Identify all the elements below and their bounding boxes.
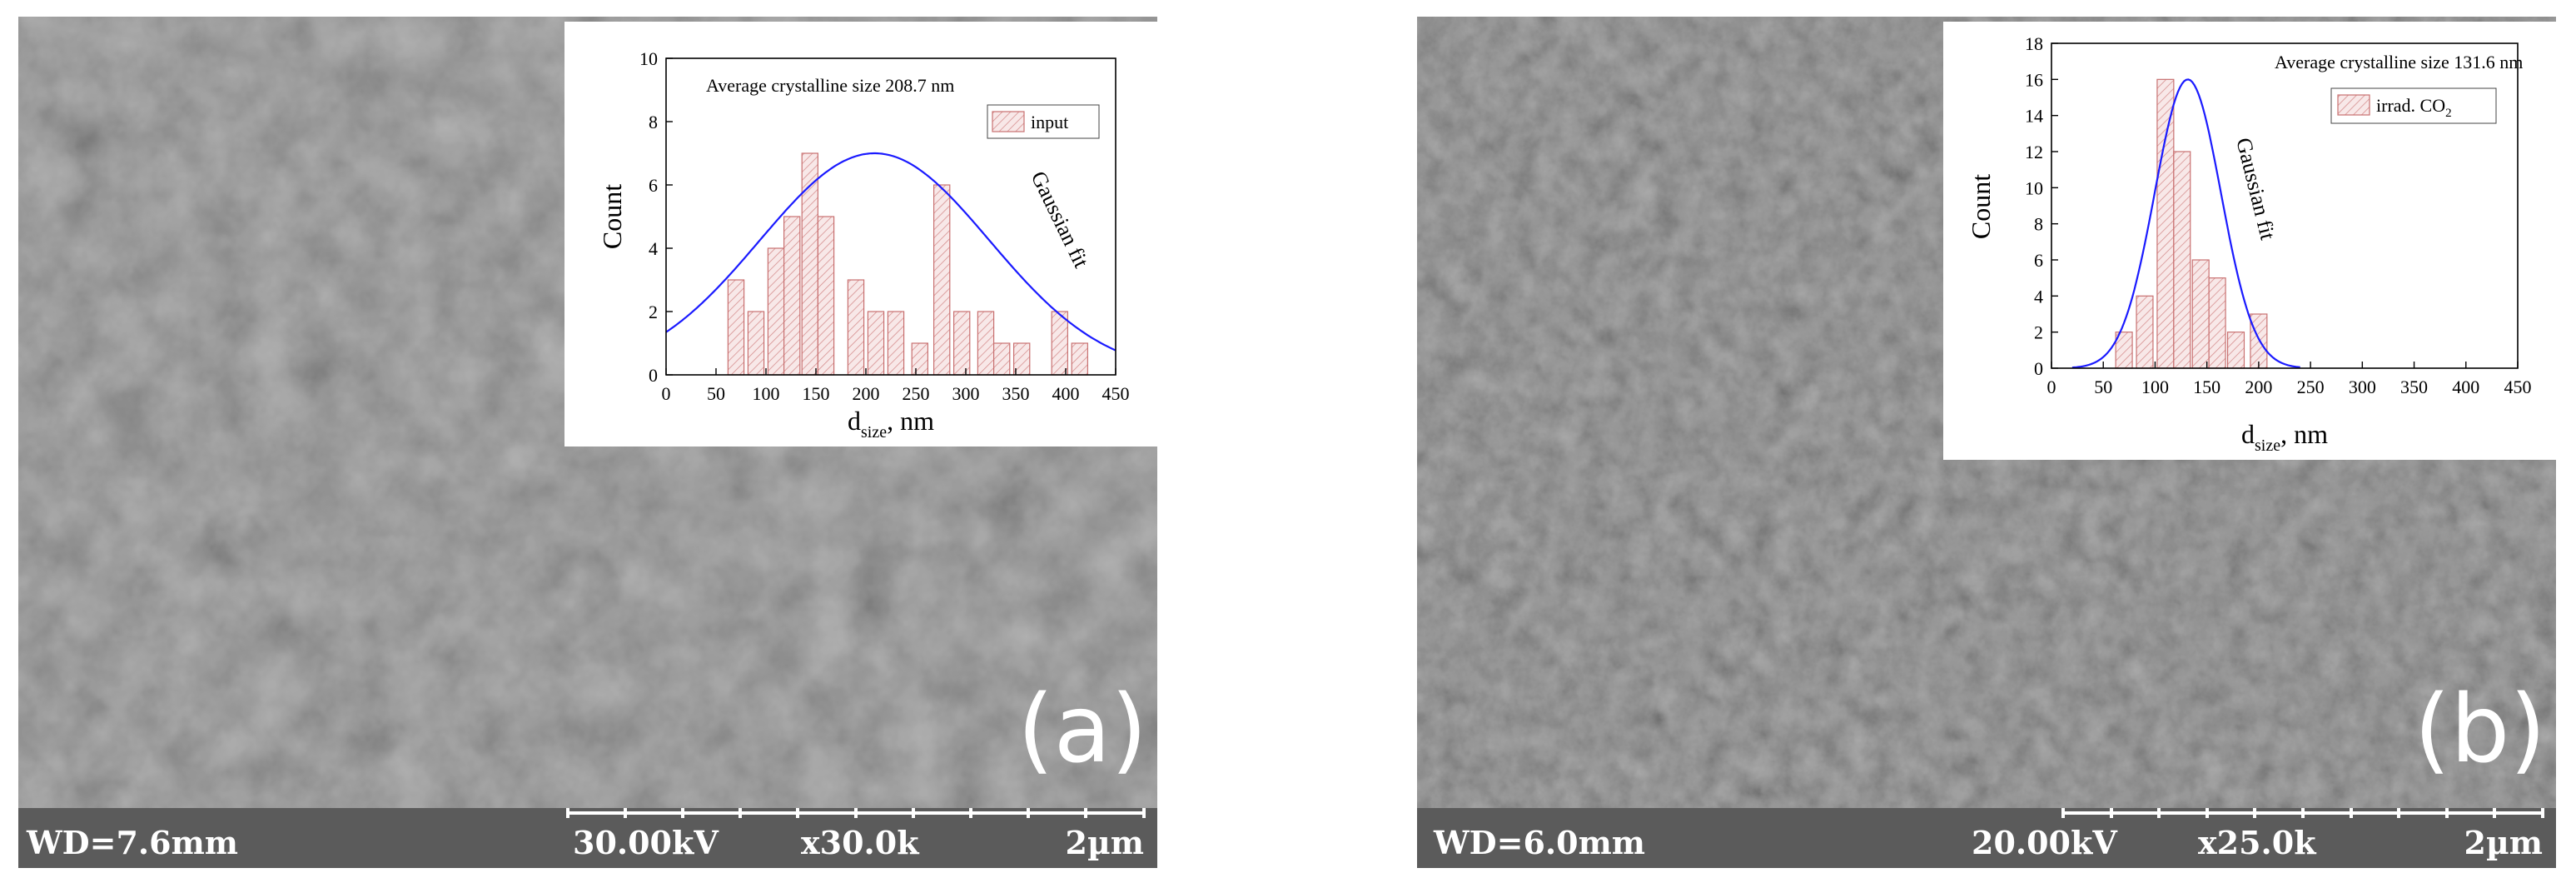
gaussian-fit-curve-b xyxy=(2071,78,2300,369)
histogram-bar-a xyxy=(953,311,971,376)
accelerating-voltage-a: 30.00kV xyxy=(573,824,719,861)
gaussian-fit-label-a: Gaussian fit xyxy=(1027,167,1094,272)
x-axis-label-a: dsize, nm xyxy=(848,406,934,442)
y-tick-label-a: 2 xyxy=(649,302,658,322)
y-tick-label-a: 6 xyxy=(649,175,658,196)
scale-bar-label-a: 2µm xyxy=(1065,824,1144,861)
histogram-bar-a xyxy=(887,311,905,376)
histogram-bar-a xyxy=(727,279,745,376)
histogram-bar-a xyxy=(747,311,765,376)
x-tick-label-b: 450 xyxy=(2504,377,2532,397)
histogram-bar-b xyxy=(2226,332,2245,369)
accelerating-voltage-b: 20.00kV xyxy=(1972,824,2117,861)
histogram-bar-a xyxy=(992,342,1011,376)
histogram-bar-a xyxy=(867,311,885,376)
y-tick-label-b: 4 xyxy=(2034,286,2043,307)
working-distance-a: WD=7.6mm xyxy=(27,824,238,861)
histogram-inset-b: 0 50 100 150 200 250 300 350 400 450 0 2 4 6 8 10 12 14 16… xyxy=(1943,22,2556,460)
gaussian-fit-label-b: Gaussian fit xyxy=(2231,135,2280,242)
histogram-bar-a xyxy=(783,216,801,376)
histogram-bar-a xyxy=(933,184,951,376)
y-tick-label-b: 6 xyxy=(2034,250,2043,271)
panel-label-b: (b) xyxy=(2414,676,2546,784)
working-distance-b: WD=6.0mm xyxy=(1434,824,1645,861)
histogram-inset-a: 0 50 100 150 200 250 300 350 400 450 0 2 4 6 8 10 Avera… xyxy=(564,22,1157,446)
x-tick-label-b: 200 xyxy=(2245,377,2272,397)
histogram-bar-a xyxy=(911,342,929,376)
scale-bar-label-b: 2µm xyxy=(2464,824,2543,861)
y-tick-label-a: 0 xyxy=(649,365,658,386)
gaussian-fit-curve-a xyxy=(665,152,1116,352)
sem-panel-b: (b) 0 50 100 150 200 250 300 350 400 450 0 2 4 6 8 10 12… xyxy=(1417,17,2556,868)
histogram-bar-b xyxy=(2173,151,2191,369)
y-tick-label-a: 8 xyxy=(649,112,658,132)
histogram-bar-a xyxy=(977,311,995,376)
histogram-bar-a xyxy=(817,216,835,376)
histogram-bar-a xyxy=(767,247,785,376)
panel-label-a: (a) xyxy=(1017,676,1147,784)
y-axis-label-a: Count xyxy=(597,184,627,249)
histogram-chart-a: 0 50 100 150 200 250 300 350 400 450 0 2 4 6 8 10 Avera… xyxy=(597,48,1130,442)
sem-databar-b: WD=6.0mm 20.00kV x25.0k 2µm xyxy=(1417,808,2556,868)
x-tick-label-a: 250 xyxy=(903,383,930,404)
sem-databar-a: WD=7.6mm 30.00kV x30.0k 2µm xyxy=(18,808,1157,868)
histogram-bar-a xyxy=(847,279,865,376)
histogram-bar-b xyxy=(2191,259,2210,369)
y-tick-label-a: 4 xyxy=(649,238,658,259)
x-tick-label-b: 350 xyxy=(2400,377,2428,397)
legend-label-a: input xyxy=(1031,112,1068,132)
average-size-annotation-a: Average crystalline size 208.7 nm xyxy=(706,75,954,96)
x-tick-label-b: 0 xyxy=(2047,377,2056,397)
y-axis-label-b: Count xyxy=(1966,174,1996,239)
sem-panel-a: (a) 0 50 100 150 200 250 300 350 400 450 0 2 4 6 8 10 A… xyxy=(18,17,1157,868)
x-tick-label-a: 350 xyxy=(1002,383,1030,404)
histogram-bar-a xyxy=(1051,311,1069,376)
y-tick-label-b: 16 xyxy=(2025,69,2043,90)
x-tick-label-a: 150 xyxy=(803,383,830,404)
y-tick-label-b: 14 xyxy=(2025,106,2043,127)
legend-swatch-a xyxy=(992,111,1025,132)
y-tick-label-b: 0 xyxy=(2034,358,2043,379)
y-tick-label-b: 8 xyxy=(2034,214,2043,235)
x-tick-label-a: 400 xyxy=(1052,383,1080,404)
y-tick-label-a: 10 xyxy=(639,48,658,69)
histogram-chart-b: 0 50 100 150 200 250 300 350 400 450 0 2 4 6 8 10 12 14 16… xyxy=(1966,33,2532,455)
histogram-bar-b xyxy=(2208,277,2226,369)
x-tick-label-b: 300 xyxy=(2349,377,2376,397)
x-tick-label-b: 250 xyxy=(2297,377,2325,397)
histogram-bar-b xyxy=(2136,295,2154,369)
x-tick-label-b: 400 xyxy=(2452,377,2479,397)
histogram-bar-a xyxy=(1071,342,1089,376)
x-tick-label-b: 150 xyxy=(2193,377,2220,397)
legend-swatch-b xyxy=(2337,94,2370,116)
x-tick-label-a: 100 xyxy=(753,383,780,404)
x-tick-label-b: 50 xyxy=(2094,377,2112,397)
y-tick-label-b: 10 xyxy=(2025,177,2043,198)
average-size-annotation-b: Average crystalline size 131.6 nm xyxy=(2275,52,2523,72)
magnification-b: x25.0k xyxy=(2198,824,2316,861)
histogram-bar-b xyxy=(2156,78,2175,369)
x-tick-label-a: 200 xyxy=(853,383,880,404)
y-tick-label-b: 2 xyxy=(2034,322,2043,343)
legend-label-b: irrad. CO2 xyxy=(2376,95,2452,120)
magnification-a: x30.0k xyxy=(801,824,919,861)
x-tick-label-a: 300 xyxy=(952,383,980,404)
histogram-bar-b xyxy=(2250,313,2268,369)
x-tick-label-a: 50 xyxy=(707,383,725,404)
x-tick-label-b: 100 xyxy=(2141,377,2169,397)
y-tick-label-b: 18 xyxy=(2025,33,2043,54)
x-tick-label-a: 450 xyxy=(1102,383,1130,404)
y-tick-label-b: 12 xyxy=(2025,142,2043,162)
x-tick-label-a: 0 xyxy=(662,383,671,404)
x-axis-label-b: dsize, nm xyxy=(2241,419,2328,455)
